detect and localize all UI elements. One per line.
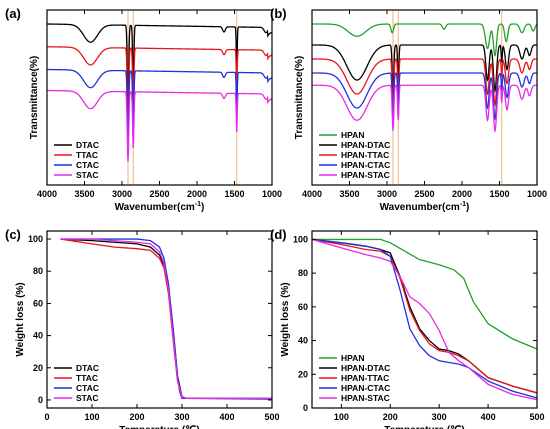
plot-frame-c: [46, 230, 273, 409]
series-line-b-hpan-ctac: [312, 72, 537, 121]
x-tick-label-a: 2500: [149, 189, 169, 199]
y-tick-label-c: 60: [33, 298, 43, 308]
legend-label-b: HPAN-DTAC: [341, 140, 390, 150]
x-tick-label-b: 2500: [414, 189, 434, 199]
x-tick-label-b: 1500: [489, 189, 509, 199]
x-tick-label-d: 500: [529, 412, 544, 422]
legend-label-c: DTAC: [76, 363, 99, 373]
y-axis-label-b: Transmittance(%): [294, 56, 305, 139]
series-line-d-hpan-stac: [312, 238, 537, 401]
chart-panel-d: 100 200 300 400 500 0 20 40 60 80 100 Temperature (…: [270, 227, 545, 429]
x-tick-label-c: 200: [129, 412, 144, 422]
x-tick-label-a: 3000: [112, 189, 132, 199]
x-tick-label-c: 100: [84, 412, 99, 422]
legend-label-c: STAC: [76, 393, 99, 403]
y-tick-label-d: 60: [298, 302, 308, 312]
y-tick-label-c: 40: [33, 331, 43, 341]
legend-label-a: STAC: [76, 170, 99, 180]
x-tick-label-d: 300: [432, 412, 447, 422]
legend-label-b: HPAN-STAC: [341, 170, 390, 180]
y-tick-label-d: 20: [298, 369, 308, 379]
x-tick-label-d: 400: [481, 412, 496, 422]
series-line-c-ctac: [60, 238, 272, 400]
x-tick-label-c: 500: [264, 412, 279, 422]
legend-label-b: HPAN-TTAC: [341, 150, 389, 160]
y-tick-label-c: 0: [38, 395, 43, 405]
panel-label-c: (c): [5, 227, 21, 242]
legend-label-b: HPAN-CTAC: [341, 160, 390, 170]
series-line-a-ttac: [47, 46, 272, 119]
series-line-a-ctac: [47, 68, 272, 141]
series-line-d-hpan-ctac: [312, 238, 537, 399]
x-tick-label-a: 1000: [262, 189, 282, 199]
legend-label-d: HPAN-DTAC: [341, 363, 390, 373]
series-line-d-hpan: [312, 238, 537, 350]
plot-frame-d: [311, 230, 538, 409]
x-tick-label-c: 300: [174, 412, 189, 422]
series-line-c-stac: [60, 238, 272, 399]
panel-label-a: (a): [5, 6, 21, 21]
x-tick-label-b: 4000: [302, 189, 322, 199]
legend-label-a: CTAC: [76, 160, 99, 170]
series-line-a-stac: [47, 89, 272, 162]
legend-label-d: HPAN-TTAC: [341, 373, 389, 383]
y-tick-label-c: 80: [33, 266, 43, 276]
series-line-b-hpan: [312, 23, 537, 58]
x-axis-label-a: Wavenumber(cm-1): [115, 201, 205, 213]
x-tick-label-d: 100: [334, 412, 349, 422]
y-axis-label-a: Transmittance(%): [29, 56, 40, 139]
series-line-b-hpan-ttac: [312, 58, 537, 107]
x-axis-label-d: Temperature (℃): [384, 425, 465, 429]
chart-panel-b: 4000 3500 3000 2500 2000 1500 1000 Wavenumber(c…: [270, 6, 547, 213]
legend-label-d: HPAN-CTAC: [341, 383, 390, 393]
y-tick-label-d: 100: [293, 234, 308, 244]
x-tick-label-b: 1000: [527, 189, 547, 199]
y-tick-label-d: 80: [298, 268, 308, 278]
series-line-d-hpan-ttac: [312, 238, 537, 394]
x-tick-label-a: 3500: [74, 189, 94, 199]
legend-label-d: HPAN: [341, 353, 364, 363]
legend-label-a: TTAC: [76, 150, 98, 160]
x-tick-label-a: 2000: [187, 189, 207, 199]
legend-label-a: DTAC: [76, 140, 99, 150]
x-tick-label-b: 3000: [377, 189, 397, 199]
legend-label-c: CTAC: [76, 383, 99, 393]
y-tick-label-c: 20: [33, 363, 43, 373]
x-tick-label-a: 4000: [37, 189, 57, 199]
x-tick-label-d: 200: [383, 412, 398, 422]
x-tick-label-c: 0: [44, 412, 49, 422]
y-axis-label-c: Weight loss (%): [15, 282, 26, 356]
x-tick-label-a: 1500: [224, 189, 244, 199]
series-line-b-hpan-stac: [312, 84, 537, 134]
x-tick-label-b: 3500: [339, 189, 359, 199]
legend-label-d: HPAN-STAC: [341, 393, 390, 403]
x-axis-label-b: Wavenumber(cm-1): [380, 201, 470, 213]
series-line-b-hpan-dtac: [312, 44, 537, 93]
panel-label-b: (b): [270, 6, 287, 21]
legend-label-b: HPAN: [341, 130, 364, 140]
x-axis-label-c: Temperature (℃): [119, 425, 200, 429]
y-axis-label-d: Weight loss (%): [280, 282, 291, 356]
x-tick-label-b: 2000: [452, 189, 472, 199]
legend-label-c: TTAC: [76, 373, 98, 383]
y-tick-label-d: 0: [303, 403, 308, 413]
chart-panel-a: 4000 3500 3000 2500 2000 1500 1000 Wavenumber(c…: [5, 6, 282, 213]
y-tick-label-c: 100: [28, 234, 43, 244]
y-tick-label-d: 40: [298, 336, 308, 346]
series-line-a-dtac: [47, 23, 272, 96]
chart-panel-c: 0 100 200 300 400 500 0 20 40 60 80 100 Temperature …: [5, 227, 280, 429]
x-tick-label-c: 400: [219, 412, 234, 422]
panel-label-d: (d): [270, 227, 287, 242]
